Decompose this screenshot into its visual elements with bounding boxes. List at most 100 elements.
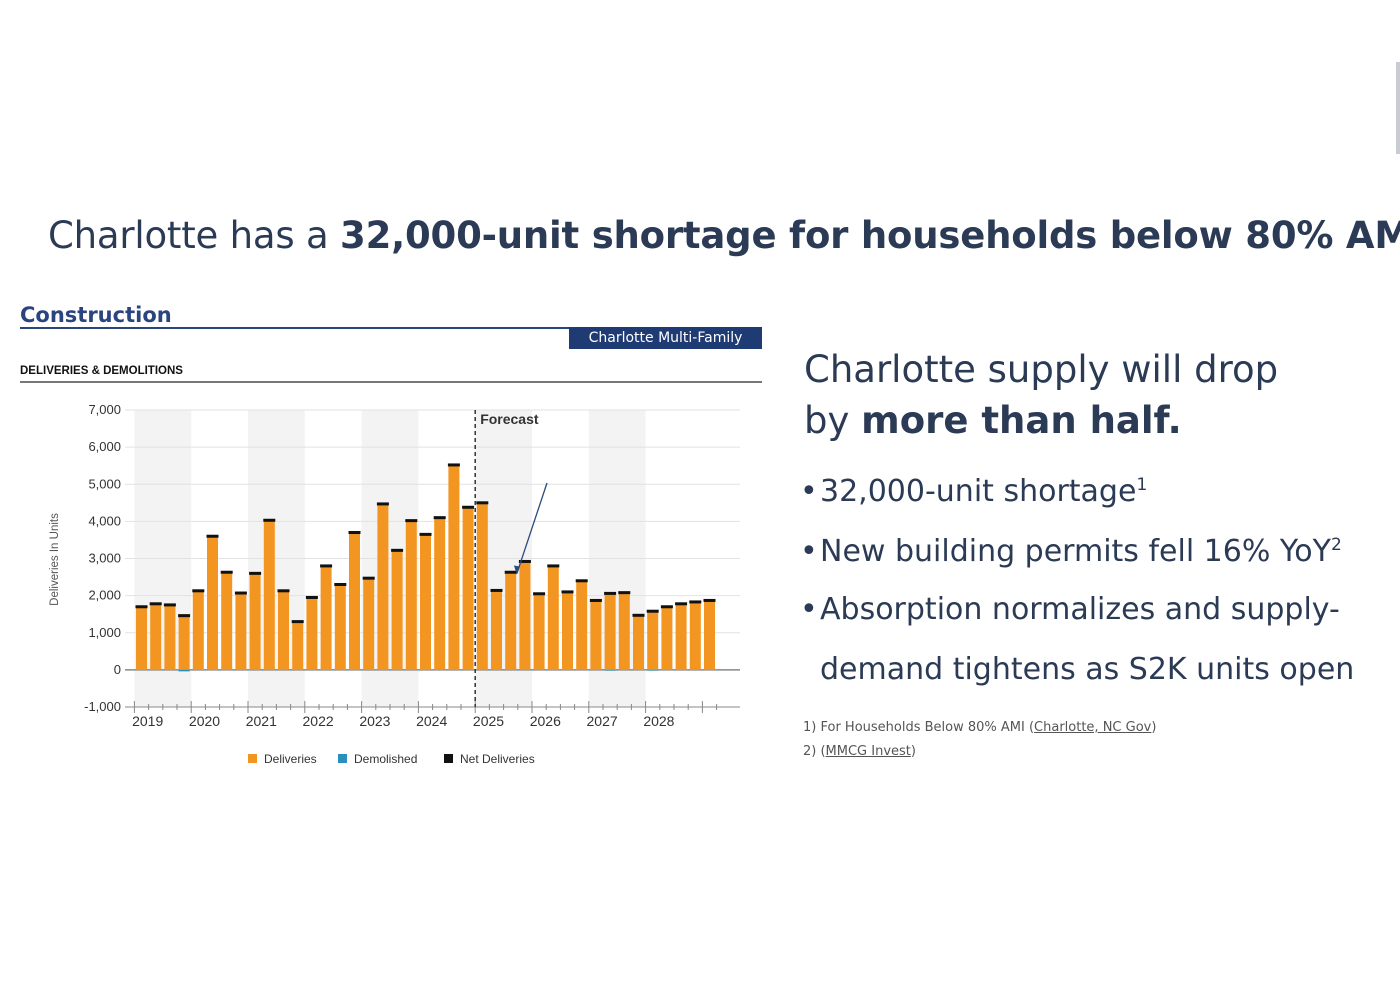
net-deliveries-marker [604,591,617,595]
net-deliveries-marker [249,571,262,575]
net-deliveries-marker [618,591,631,595]
bar-deliveries [334,584,346,670]
footnote-prefix: 2) ( [803,744,826,759]
bullet-text: 32,000-unit shortage [820,474,1137,509]
net-deliveries-marker [192,589,205,593]
net-deliveries-marker [135,605,148,609]
slide-edge-marker [1396,62,1400,154]
bar-deliveries [178,614,190,670]
bar-deliveries [405,520,417,670]
bar-deliveries [363,578,375,670]
footnote-link-charlotte-gov[interactable]: Charlotte, NC Gov [1034,720,1152,735]
x-year-label: 2024 [416,713,447,729]
net-deliveries-marker [277,589,290,593]
section-rule [20,327,570,329]
bar-demolished [604,669,616,671]
net-deliveries-marker [490,588,503,592]
net-deliveries-marker [703,598,716,602]
bullet-item: Absorption normalizes and supply-demand … [800,580,1354,700]
bar-deliveries [590,600,602,670]
bar-deliveries [633,615,644,670]
bullet-footnote-ref: 2 [1330,535,1342,555]
bar-deliveries [491,590,502,670]
bar-deliveries [249,573,261,670]
net-deliveries-marker [575,579,588,583]
bar-deliveries [519,561,531,670]
bullet-text: New building permits fell 16% YoY [820,534,1331,569]
headline-bold: 32,000-unit shortage for households belo… [340,214,1400,257]
y-tick-label: 1,000 [88,625,121,640]
bar-deliveries [164,604,176,670]
bar-deliveries [476,502,488,670]
net-deliveries-marker [533,592,546,596]
y-tick-label: 6,000 [88,439,121,454]
bar-deliveries [207,536,218,670]
bar-deliveries [505,572,517,670]
x-year-label: 2026 [530,713,561,729]
y-tick-label: 5,000 [88,476,121,491]
net-deliveries-marker [206,534,219,538]
market-badge: Charlotte Multi-Family [569,327,762,349]
net-deliveries-marker [234,591,247,595]
annotation-arrowhead [513,565,520,575]
footnotes: 1) For Households Below 80% AMI (Charlot… [803,716,1156,764]
x-year-label: 2023 [359,713,390,729]
bullet-item: 32,000-unit shortage1 [800,474,1354,534]
bar-deliveries [320,565,332,670]
forecast-label: Forecast [480,411,539,427]
bar-demolished [178,669,190,672]
page-title: Charlotte has a 32,000-unit shortage for… [48,214,1400,257]
legend-label: Net Deliveries [460,752,535,766]
bar-deliveries [221,572,233,670]
bar-deliveries [547,565,559,670]
legend-swatch [444,754,453,763]
x-year-label: 2028 [643,713,674,729]
y-tick-label: -1,000 [84,699,121,714]
bar-deliveries [618,592,630,670]
bar-deliveries [192,590,204,670]
footnote-2: 2) (MMCG Invest) [803,740,1156,764]
net-deliveries-marker [149,602,162,606]
subheading-line-1: Charlotte supply will drop [804,348,1279,391]
subheading-bold: more than half. [861,399,1182,442]
net-deliveries-marker [518,559,531,563]
bar-demolished [647,669,659,671]
net-deliveries-marker [447,463,460,467]
supply-subheading: Charlotte supply will drop by more than … [804,344,1278,446]
bar-deliveries [675,603,687,670]
footnote-link-mmcg-invest[interactable]: MMCG Invest [825,744,911,759]
bar-deliveries [263,520,275,670]
bar-deliveries [349,532,360,670]
bar-deliveries [278,590,289,670]
bar-deliveries [150,603,162,670]
bullet-list: 32,000-unit shortage1 New building permi… [800,474,1354,700]
footnote-suffix: ) [1151,720,1157,735]
net-deliveries-marker [291,620,304,624]
legend-label: Demolished [354,752,417,766]
net-deliveries-marker [632,613,645,617]
deliveries-demolitions-chart: -1,000 0 1,000 2,000 3,000 4,000 5,000 6,000 7,0… [49,402,740,766]
bar-deliveries [647,610,659,670]
net-deliveries-marker [419,532,432,536]
bar-deliveries [377,503,389,670]
net-deliveries-marker [220,570,233,574]
bar-deliveries [306,597,318,670]
headline-lead: Charlotte has a [48,214,341,257]
bar-deliveries [704,600,715,670]
net-deliveries-marker [376,502,389,506]
net-deliveries-marker [178,614,191,618]
net-deliveries-marker [504,570,517,574]
footnote-1: 1) For Households Below 80% AMI (Charlot… [803,716,1156,740]
footnote-suffix: ) [910,744,916,759]
subheading-lead: by [804,399,862,442]
y-tick-label: 3,000 [88,551,121,566]
annotation-arrow [516,482,548,574]
section-title: Construction [20,303,172,327]
x-year-label: 2022 [303,713,334,729]
bar-deliveries [576,580,588,670]
net-deliveries-marker [660,605,673,609]
net-deliveries-marker [163,603,176,607]
y-tick-label: 2,000 [88,588,121,603]
net-deliveries-marker [689,600,702,604]
legend-swatch [248,754,257,763]
